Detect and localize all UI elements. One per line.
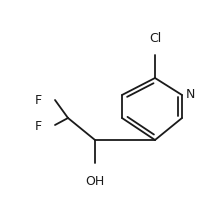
Text: F: F [35,121,42,134]
Text: N: N [186,88,195,101]
Text: Cl: Cl [149,32,161,45]
Text: F: F [35,93,42,106]
Text: OH: OH [85,175,105,188]
